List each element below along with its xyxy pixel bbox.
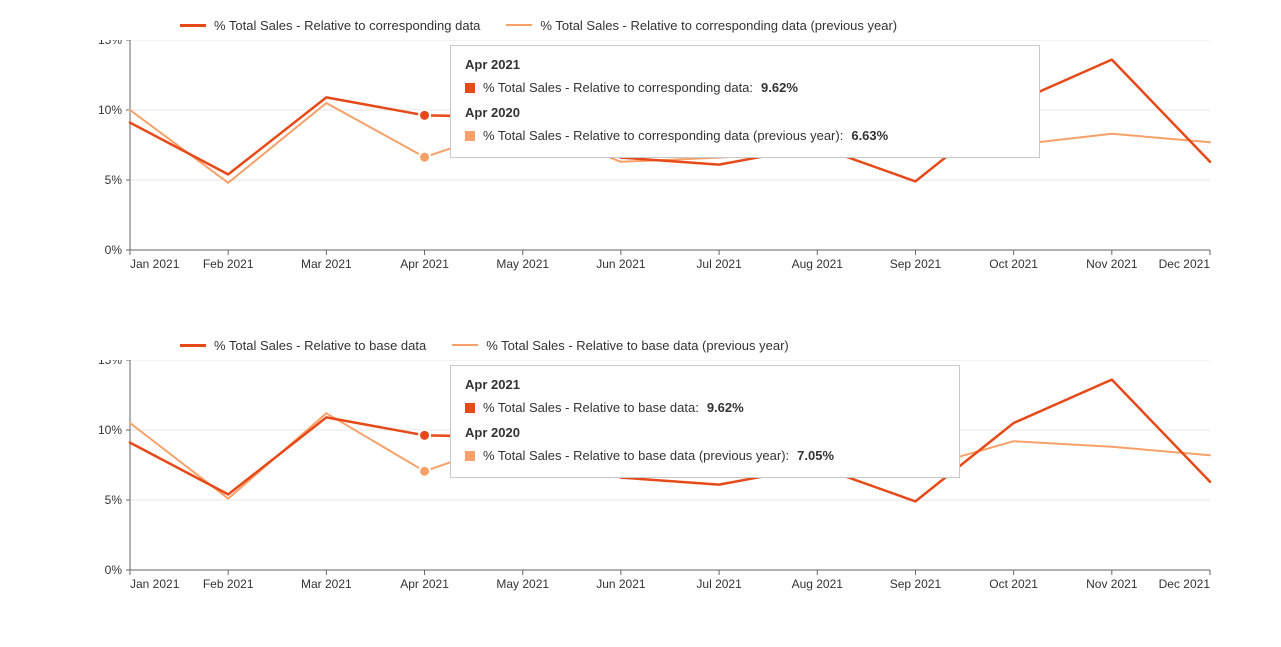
legend-swatch — [506, 24, 532, 26]
tooltip-header: Apr 2021 — [465, 56, 1025, 75]
data-point-marker[interactable] — [419, 110, 430, 121]
tooltip-row: % Total Sales - Relative to base data (p… — [465, 447, 945, 466]
y-tick-label: 5% — [105, 493, 123, 507]
tooltip-label: % Total Sales - Relative to base data (p… — [483, 447, 789, 466]
chart-corresponding: % Total Sales - Relative to correspondin… — [0, 10, 1281, 280]
tooltip-row: % Total Sales - Relative to correspondin… — [465, 79, 1025, 98]
legend-item[interactable]: % Total Sales - Relative to correspondin… — [506, 18, 897, 33]
tooltip-value: 9.62% — [761, 79, 798, 98]
chart-legend: % Total Sales - Relative to correspondin… — [0, 10, 1281, 40]
tooltip-label: % Total Sales - Relative to correspondin… — [483, 127, 843, 146]
x-tick-label: Aug 2021 — [792, 577, 844, 591]
y-tick-label: 0% — [105, 243, 123, 257]
tooltip-value: 6.63% — [851, 127, 888, 146]
x-tick-label: Apr 2021 — [400, 257, 449, 271]
tooltip-swatch — [465, 83, 475, 93]
tooltip-swatch — [465, 403, 475, 413]
tooltip-value: 9.62% — [707, 399, 744, 418]
legend-label: % Total Sales - Relative to base data (p… — [486, 338, 789, 353]
legend-label: % Total Sales - Relative to correspondin… — [540, 18, 897, 33]
x-tick-label: Jul 2021 — [696, 577, 742, 591]
legend-item[interactable]: % Total Sales - Relative to base data — [180, 338, 426, 353]
x-tick-label: Nov 2021 — [1086, 577, 1138, 591]
legend-label: % Total Sales - Relative to correspondin… — [214, 18, 480, 33]
chart-base: % Total Sales - Relative to base data % T… — [0, 330, 1281, 600]
data-point-marker[interactable] — [419, 430, 430, 441]
y-tick-label: 10% — [98, 103, 122, 117]
legend-item[interactable]: % Total Sales - Relative to base data (p… — [452, 338, 789, 353]
y-tick-label: 15% — [98, 40, 122, 47]
tooltip-label: % Total Sales - Relative to base data: — [483, 399, 699, 418]
legend-swatch — [180, 344, 206, 347]
x-tick-label: Apr 2021 — [400, 577, 449, 591]
y-tick-label: 0% — [105, 563, 123, 577]
chart-legend: % Total Sales - Relative to base data % T… — [0, 330, 1281, 360]
x-tick-label: Jan 2021 — [130, 257, 180, 271]
x-tick-label: Feb 2021 — [203, 257, 254, 271]
x-tick-label: Jun 2021 — [596, 257, 646, 271]
x-tick-label: Nov 2021 — [1086, 257, 1138, 271]
y-tick-label: 5% — [105, 173, 123, 187]
tooltip-header: Apr 2020 — [465, 424, 945, 443]
x-tick-label: Oct 2021 — [989, 577, 1038, 591]
tooltip-header: Apr 2021 — [465, 376, 945, 395]
legend-swatch — [452, 344, 478, 346]
data-point-marker[interactable] — [419, 466, 430, 477]
x-tick-label: Dec 2021 — [1159, 257, 1211, 271]
x-tick-label: Jul 2021 — [696, 257, 742, 271]
x-tick-label: Feb 2021 — [203, 577, 254, 591]
x-tick-label: May 2021 — [496, 577, 549, 591]
x-tick-label: May 2021 — [496, 257, 549, 271]
legend-swatch — [180, 24, 206, 27]
x-tick-label: Aug 2021 — [792, 257, 844, 271]
x-tick-label: Jan 2021 — [130, 577, 180, 591]
tooltip-row: % Total Sales - Relative to correspondin… — [465, 127, 1025, 146]
tooltip-swatch — [465, 131, 475, 141]
tooltip-swatch — [465, 451, 475, 461]
x-tick-label: Oct 2021 — [989, 257, 1038, 271]
chart-tooltip: Apr 2021 % Total Sales - Relative to base… — [450, 365, 960, 478]
tooltip-value: 7.05% — [797, 447, 834, 466]
x-tick-label: Mar 2021 — [301, 577, 352, 591]
x-tick-label: Sep 2021 — [890, 257, 942, 271]
legend-label: % Total Sales - Relative to base data — [214, 338, 426, 353]
plot-area: 0% 5% 10% 15% Jan 2021 Feb 2021 Mar 2021 Apr 20… — [0, 40, 1281, 280]
tooltip-header: Apr 2020 — [465, 104, 1025, 123]
y-tick-label: 15% — [98, 360, 122, 367]
plot-area: 0% 5% 10% 15% Jan 2021 Feb 2021 Mar 2021 Apr 20… — [0, 360, 1281, 600]
chart-tooltip: Apr 2021 % Total Sales - Relative to corr… — [450, 45, 1040, 158]
x-tick-label: Jun 2021 — [596, 577, 646, 591]
y-tick-label: 10% — [98, 423, 122, 437]
legend-item[interactable]: % Total Sales - Relative to correspondin… — [180, 18, 480, 33]
tooltip-label: % Total Sales - Relative to correspondin… — [483, 79, 753, 98]
data-point-marker[interactable] — [419, 152, 430, 163]
tooltip-row: % Total Sales - Relative to base data: 9… — [465, 399, 945, 418]
x-tick-label: Sep 2021 — [890, 577, 942, 591]
x-tick-label: Mar 2021 — [301, 257, 352, 271]
x-tick-label: Dec 2021 — [1159, 577, 1211, 591]
